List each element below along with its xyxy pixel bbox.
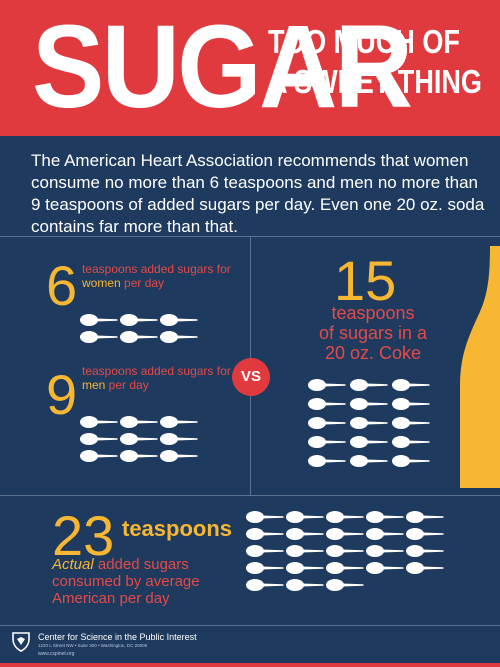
teaspoon-icon [286, 544, 324, 558]
american-label-rest: added sugars consumed by average America… [52, 556, 200, 607]
american-headline: teaspoons [122, 516, 233, 541]
teaspoon-icon [326, 544, 364, 558]
women-label-highlight: women [82, 276, 121, 290]
teaspoon-icon [326, 561, 364, 575]
teaspoon-icon [80, 313, 118, 327]
teaspoon-icon [392, 378, 430, 392]
teaspoon-icon [406, 544, 444, 558]
teaspoon-icon [366, 561, 404, 575]
teaspoon-icon [120, 432, 158, 446]
coke-count: 15 [334, 249, 397, 312]
teaspoon-icon [246, 578, 284, 592]
women-count: 6 [46, 254, 78, 317]
teaspoon-icon [80, 415, 118, 429]
teaspoon-icon [80, 432, 118, 446]
teaspoon-icon [350, 416, 388, 430]
teaspoon-icon [366, 527, 404, 541]
teaspoon-icon [120, 330, 158, 344]
teaspoon-icon [246, 544, 284, 558]
coke-label: teaspoons of sugars in a 20 oz. Coke [273, 303, 473, 363]
teaspoon-icon [120, 449, 158, 463]
divider-top [0, 236, 500, 237]
teaspoon-icon [406, 561, 444, 575]
teaspoon-icon [286, 578, 324, 592]
men-count: 9 [46, 363, 78, 426]
vs-badge: VS [232, 358, 270, 396]
teaspoon-icon [350, 435, 388, 449]
teaspoon-icon [308, 416, 346, 430]
teaspoon-icon [80, 330, 118, 344]
soda-bottle-icon [460, 246, 500, 488]
teaspoon-icon [326, 578, 364, 592]
teaspoon-icon [350, 378, 388, 392]
teaspoon-icon [80, 449, 118, 463]
teaspoon-icon [160, 313, 198, 327]
american-label-emphasis: Actual [52, 556, 94, 573]
page-title: SUGAR [32, 1, 413, 133]
cspi-logo-icon [12, 632, 30, 652]
subtitle-line-1: TOO MUCH OF [268, 23, 460, 60]
teaspoon-icon [246, 527, 284, 541]
men-label-highlight: men [82, 378, 106, 392]
footer-org: Center for Science in the Public Interes… [38, 632, 197, 642]
teaspoon-icon [308, 435, 346, 449]
teaspoon-icon [120, 313, 158, 327]
teaspoon-icon [308, 378, 346, 392]
teaspoon-icon [246, 561, 284, 575]
teaspoon-icon [392, 454, 430, 468]
teaspoon-icon [326, 510, 364, 524]
women-label: teaspoons added sugars for women per day [82, 262, 232, 290]
women-label-post: per day [120, 276, 165, 290]
teaspoon-icon [160, 449, 198, 463]
page-subtitle: TOO MUCH OF A SWEET THING [268, 22, 482, 102]
teaspoon-icon [160, 415, 198, 429]
coke-label-line-2: of sugars in a [318, 323, 428, 343]
women-label-pre: teaspoons added sugars for [82, 262, 231, 276]
footer-address: 1220 L Street NW • Suite 300 • Washingto… [38, 643, 148, 648]
divider-middle [0, 495, 500, 496]
teaspoon-icon [286, 510, 324, 524]
teaspoon-icon [350, 397, 388, 411]
men-label: teaspoons added sugars for men per day [82, 364, 232, 392]
teaspoon-icon [392, 397, 430, 411]
header-banner: SUGAR TOO MUCH OF A SWEET THING [0, 0, 500, 136]
intro-text: The American Heart Association recommend… [31, 151, 485, 236]
men-label-pre: teaspoons added sugars for [82, 364, 231, 378]
coke-label-line-3: 20 oz. Coke [324, 343, 422, 363]
teaspoon-icon [406, 510, 444, 524]
teaspoon-icon [392, 416, 430, 430]
footer-url[interactable]: www.cspinet.org [38, 651, 75, 657]
subtitle-line-2: A SWEET THING [268, 63, 482, 100]
divider-bottom [0, 625, 500, 626]
teaspoon-icon [392, 435, 430, 449]
men-label-post: per day [105, 378, 149, 392]
teaspoon-icon [350, 454, 388, 468]
american-count: 23 [52, 504, 115, 567]
teaspoon-icon [246, 510, 284, 524]
teaspoon-icon [406, 527, 444, 541]
teaspoon-icon [286, 561, 324, 575]
coke-label-line-1: teaspoons [331, 303, 415, 323]
teaspoon-icon [366, 510, 404, 524]
teaspoon-icon [160, 330, 198, 344]
teaspoon-icon [160, 432, 198, 446]
teaspoon-icon [366, 544, 404, 558]
teaspoon-icon [308, 454, 346, 468]
teaspoon-icon [120, 415, 158, 429]
teaspoon-icon [308, 397, 346, 411]
teaspoon-icon [326, 527, 364, 541]
bottom-strip [0, 663, 500, 667]
teaspoon-icon [286, 527, 324, 541]
american-label: Actual added sugars consumed by average … [52, 556, 252, 607]
